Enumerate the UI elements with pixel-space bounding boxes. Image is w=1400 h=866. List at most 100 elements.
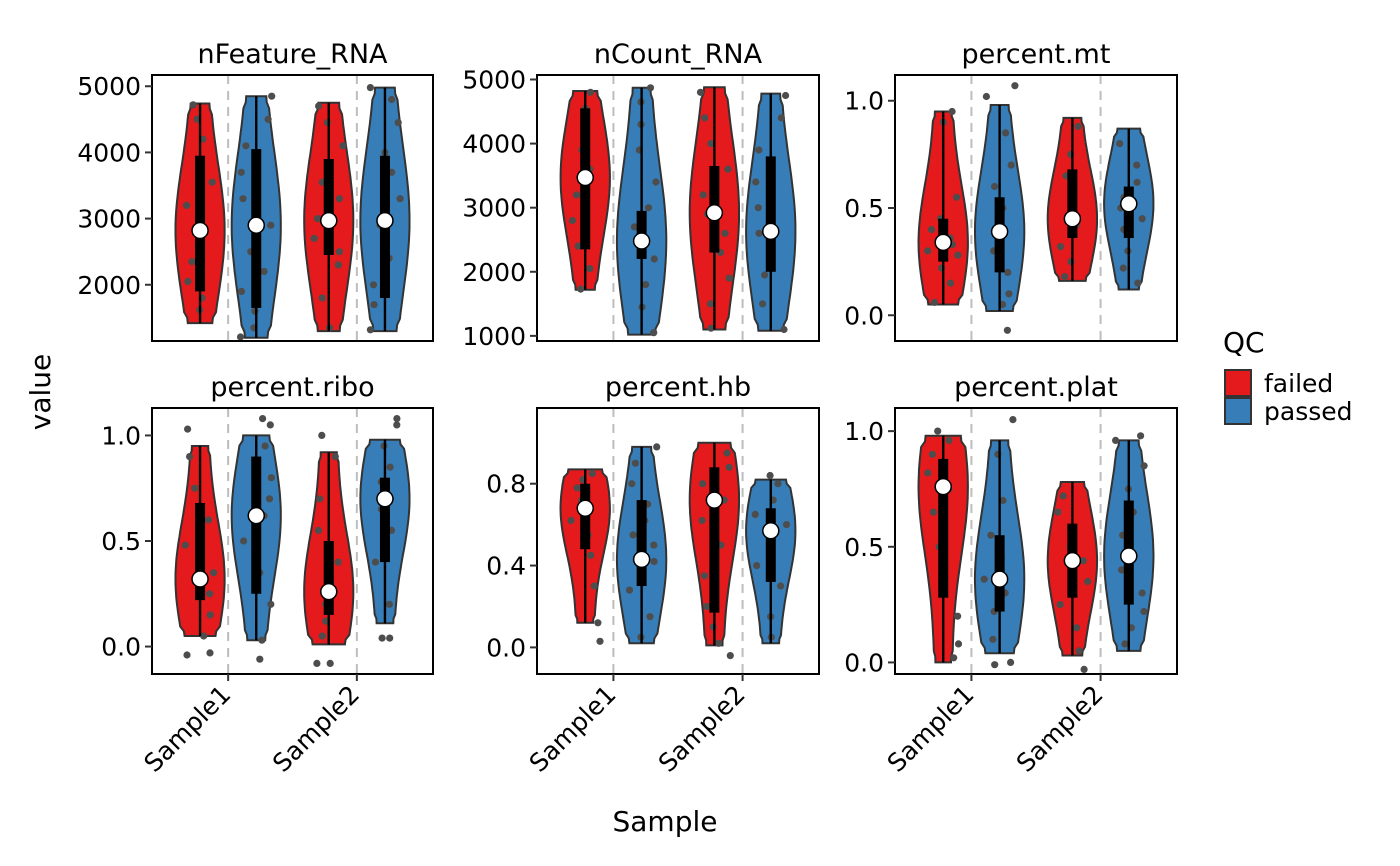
data-point — [754, 204, 762, 212]
panels: nFeature_RNA 2000 3000 4000 5000 nCount_RNA 10… — [77, 39, 1178, 778]
iqr-box — [765, 156, 776, 272]
data-point — [236, 333, 245, 341]
data-point — [777, 114, 786, 122]
data-point — [650, 255, 658, 263]
y-tick-label: 1.0 — [844, 417, 884, 446]
data-point — [191, 484, 199, 492]
data-point — [316, 495, 324, 503]
data-point — [318, 294, 326, 302]
y-tick-label: 0.0 — [486, 633, 526, 662]
iqr-box — [323, 541, 334, 615]
data-point — [1074, 122, 1082, 131]
violin-sample1-failed — [174, 425, 226, 659]
median-marker — [1063, 209, 1082, 228]
data-point — [625, 586, 634, 594]
median-marker — [376, 211, 394, 230]
data-point — [1003, 326, 1012, 334]
category-separators — [970, 75, 1102, 341]
data-point — [1140, 607, 1148, 616]
y-tick-label: 3000 — [77, 205, 141, 234]
iqr-box — [1067, 169, 1078, 239]
data-point — [366, 326, 374, 334]
data-point — [1079, 557, 1087, 565]
data-point — [924, 469, 932, 477]
data-point — [1121, 640, 1129, 648]
data-point — [630, 223, 639, 231]
data-point — [782, 521, 791, 529]
data-point — [766, 471, 774, 480]
data-point — [264, 115, 272, 123]
data-point — [1140, 462, 1148, 470]
data-point — [696, 88, 705, 96]
data-point — [1005, 290, 1013, 298]
data-point — [699, 480, 707, 488]
y-tick-label: 0.5 — [844, 533, 884, 562]
panel-border — [151, 74, 434, 342]
data-point — [726, 652, 734, 660]
legend-key-passed — [1224, 397, 1252, 425]
data-point — [698, 516, 706, 525]
violin-sample2-passed — [359, 415, 411, 642]
data-point — [948, 107, 956, 116]
data-point — [953, 193, 961, 201]
violin-sample1-passed — [974, 82, 1026, 334]
panel-title: nCount_RNA — [594, 39, 763, 70]
data-point — [999, 496, 1007, 505]
violin-sample2-passed — [745, 91, 797, 334]
data-point — [1061, 273, 1069, 281]
data-point — [954, 612, 962, 620]
data-point — [980, 575, 988, 583]
y-tick-label: 0.0 — [101, 633, 141, 662]
data-point — [393, 421, 401, 429]
data-point — [574, 242, 582, 250]
data-point — [1002, 129, 1010, 137]
data-point — [313, 659, 321, 668]
data-point — [777, 582, 785, 590]
data-point — [700, 572, 709, 580]
y-tick-label: 0.5 — [844, 194, 884, 223]
x-axis-title: Sample — [613, 805, 718, 838]
panel-border — [536, 407, 820, 675]
y-tick-label: 4000 — [77, 138, 141, 167]
data-point — [315, 102, 323, 110]
data-point — [982, 92, 991, 101]
data-point — [646, 613, 654, 621]
iqr-box — [379, 477, 390, 563]
violin-sample1-passed — [973, 416, 1026, 669]
data-point — [590, 582, 598, 590]
data-point — [371, 558, 379, 566]
y-tick-label: 4000 — [462, 130, 526, 159]
data-point — [334, 261, 342, 269]
y-axis: 1000 2000 3000 4000 5000 — [462, 65, 537, 351]
data-point — [204, 516, 213, 524]
data-point — [208, 178, 216, 186]
iqr-box — [765, 508, 776, 582]
data-point — [1138, 589, 1146, 597]
data-point — [258, 636, 266, 644]
y-tick-label: 2000 — [77, 271, 141, 300]
data-point — [1059, 492, 1067, 500]
legend-label-failed: failed — [1264, 369, 1333, 398]
violin-sample1-failed — [174, 101, 226, 325]
data-point — [751, 510, 759, 518]
median-marker — [1120, 547, 1138, 565]
data-point — [1007, 658, 1015, 667]
y-tick-label: 0.4 — [486, 552, 526, 581]
data-point — [628, 480, 636, 488]
data-point — [326, 659, 334, 668]
data-point — [240, 537, 248, 545]
median-marker — [247, 216, 266, 234]
violin-sample1-failed — [559, 88, 611, 293]
data-point — [267, 221, 275, 229]
data-point — [237, 168, 245, 176]
data-point — [184, 425, 192, 433]
data-point — [753, 562, 761, 570]
violin-sample2-passed — [359, 84, 411, 334]
data-point — [699, 191, 707, 199]
data-point — [314, 526, 323, 535]
data-point — [752, 178, 760, 186]
data-point — [780, 325, 788, 334]
data-point — [366, 84, 374, 92]
data-point — [385, 600, 393, 608]
